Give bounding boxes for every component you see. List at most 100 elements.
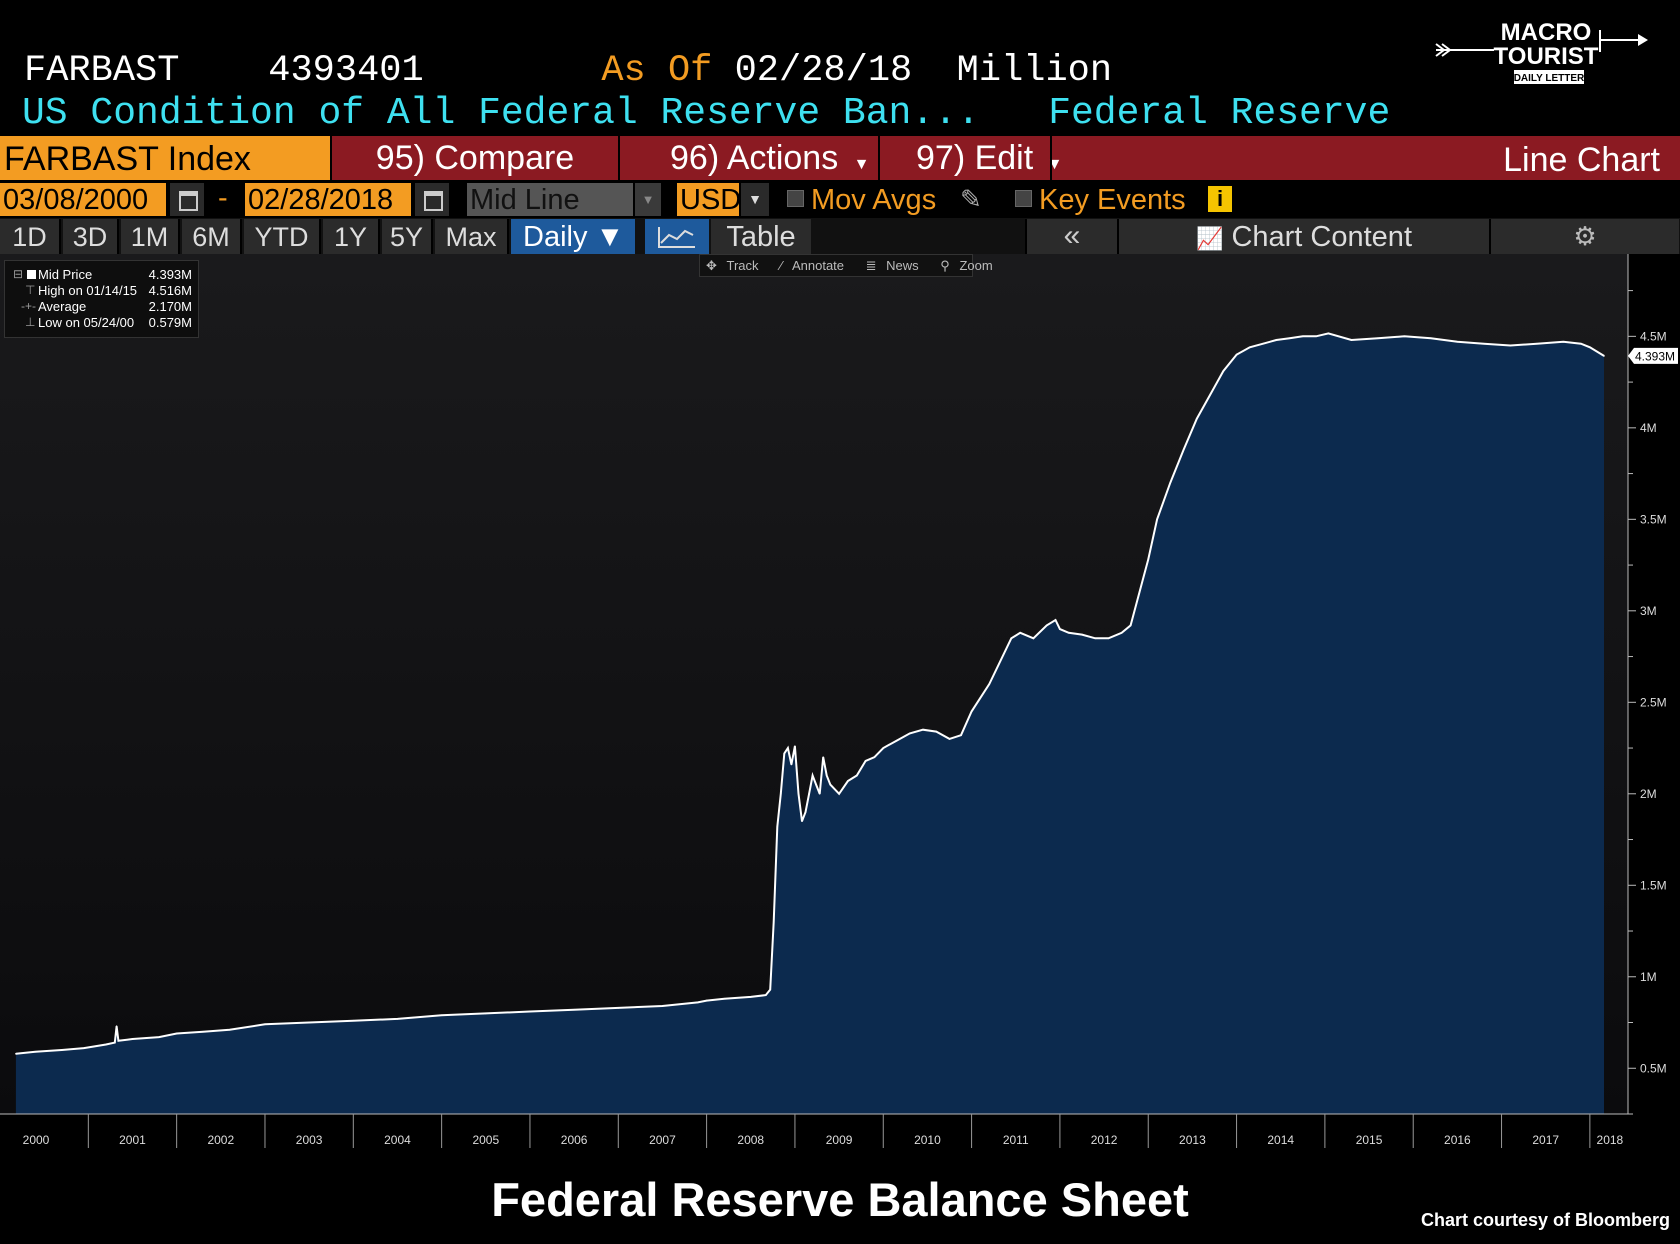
- data-point: [1483, 342, 1485, 345]
- data-point: [1536, 342, 1538, 345]
- data-point: [34, 1051, 37, 1053]
- data-point: [1032, 637, 1035, 640]
- data-point: [1019, 632, 1021, 634]
- key-events-checkbox[interactable]: [1015, 190, 1032, 207]
- as-of-date: 02/28/18: [734, 50, 913, 92]
- data-point: [1182, 449, 1185, 451]
- y-tick-label: 4.5M: [1640, 329, 1667, 343]
- data-point: [1262, 342, 1264, 345]
- chart-toolstrip: ✥ Track ⁄ Annotate ≣ News ⚲ Zoom: [699, 254, 993, 277]
- chart-content-label: Chart Content: [1231, 221, 1412, 253]
- data-point: [750, 996, 752, 998]
- compare-button[interactable]: 95) Compare: [330, 136, 618, 180]
- data-point: [1302, 335, 1304, 338]
- data-point: [202, 1030, 204, 1033]
- frequency-select[interactable]: Daily ▼: [511, 219, 635, 254]
- data-point: [1350, 339, 1353, 341]
- date-separator: -: [218, 182, 228, 214]
- x-tick-label: 2004: [384, 1133, 411, 1147]
- low-marker-icon: ⊥: [25, 315, 36, 329]
- collapse-tree-icon[interactable]: ⊟: [13, 267, 24, 281]
- data-point: [797, 793, 800, 795]
- data-point: [960, 734, 962, 736]
- data-point: [804, 811, 807, 813]
- data-point: [264, 1023, 266, 1026]
- track-tool[interactable]: ✥ Track: [706, 258, 759, 273]
- data-point: [114, 1041, 116, 1044]
- period-button-3d[interactable]: 3D: [63, 219, 119, 254]
- x-tick-label: 2002: [207, 1133, 234, 1147]
- collapse-icon[interactable]: «: [1025, 219, 1117, 254]
- data-point: [882, 747, 885, 749]
- period-button-5y[interactable]: 5Y: [382, 219, 433, 254]
- data-point: [818, 793, 821, 795]
- data-point: [801, 820, 803, 822]
- data-point: [1138, 591, 1141, 594]
- zoom-tool[interactable]: ⚲ Zoom: [940, 258, 993, 273]
- calendar-icon[interactable]: [170, 183, 204, 216]
- chart-content-icon: 📈: [1195, 226, 1224, 251]
- ticker-symbol: FARBAST: [24, 50, 180, 92]
- data-point: [228, 1029, 231, 1031]
- news-tool[interactable]: ≣ News: [865, 258, 919, 273]
- data-point: [847, 780, 849, 782]
- table-button[interactable]: Table: [711, 219, 811, 254]
- info-icon[interactable]: i: [1208, 186, 1232, 212]
- line-chart-icon[interactable]: [645, 219, 709, 254]
- balance-sheet-chart[interactable]: 0.5M 1M 1.5M 2M 2.5M 3M 3.5M 4M 4.5M 4.393M 2000 2…: [0, 254, 1680, 1154]
- period-button-max[interactable]: Max: [435, 219, 509, 254]
- dropdown-arrow-icon[interactable]: ▼: [741, 183, 769, 216]
- data-point: [573, 1008, 575, 1011]
- data-point: [158, 1036, 160, 1038]
- y-tick-label: 2.5M: [1640, 695, 1667, 709]
- period-button-6m[interactable]: 6M: [182, 219, 242, 254]
- x-tick-label: 2010: [914, 1133, 941, 1147]
- period-button-1y[interactable]: 1Y: [323, 219, 380, 254]
- x-tick-label: 2015: [1356, 1133, 1383, 1147]
- data-point: [1377, 337, 1379, 339]
- annotate-tool[interactable]: ⁄ Annotate: [780, 258, 845, 273]
- chart-type-label[interactable]: Line Chart: [1503, 141, 1660, 179]
- data-point: [1580, 342, 1582, 345]
- data-point: [131, 1038, 134, 1040]
- data-point: [829, 783, 832, 786]
- security-name: US Condition of All Federal Reserve Ban.…: [22, 92, 980, 135]
- annotate-label: Annotate: [791, 258, 845, 273]
- mov-avgs-checkbox[interactable]: [787, 190, 804, 207]
- edit-menu[interactable]: 97) Edit ▼: [878, 136, 1062, 180]
- data-point: [970, 710, 973, 713]
- data-point: [765, 994, 767, 996]
- logo-line3: DAILY LETTER: [1514, 73, 1585, 84]
- actions-menu[interactable]: 96) Actions ▼: [618, 136, 878, 180]
- price-type-select[interactable]: Mid Line: [467, 183, 633, 216]
- period-button-1m[interactable]: 1M: [121, 219, 180, 254]
- data-point: [856, 774, 858, 777]
- end-date-field[interactable]: 02/28/2018: [245, 183, 411, 216]
- period-button-ytd[interactable]: YTD: [244, 219, 321, 254]
- data-point: [1562, 341, 1565, 343]
- data-point: [838, 793, 840, 795]
- data-point: [1054, 619, 1057, 621]
- gear-icon[interactable]: ⚙: [1489, 219, 1679, 254]
- calendar-icon[interactable]: [415, 183, 449, 216]
- data-point: [1196, 417, 1198, 420]
- period-button-1d[interactable]: 1D: [0, 219, 61, 254]
- pencil-icon[interactable]: ✎: [960, 184, 982, 214]
- data-point: [1456, 341, 1459, 343]
- data-point: [769, 988, 771, 991]
- currency-select[interactable]: USD: [677, 183, 741, 216]
- data-point: [440, 1014, 443, 1016]
- actions-label: 96) Actions: [670, 139, 839, 177]
- x-tick-label: 2014: [1267, 1133, 1294, 1147]
- high-marker-icon: ⊤: [25, 283, 36, 297]
- x-tick-label: 2003: [296, 1133, 323, 1147]
- start-date-field[interactable]: 03/08/2000: [0, 183, 166, 216]
- dropdown-arrow-icon[interactable]: ▼: [635, 183, 661, 216]
- legend-mid-price: ⊟ Mid Price 4.393M: [5, 267, 198, 283]
- series-area: [15, 333, 1604, 1114]
- line-chart-glyph: [658, 227, 695, 248]
- ticker-index-box[interactable]: FARBAST Index: [0, 136, 330, 180]
- chart-content-button[interactable]: 📈 Chart Content: [1117, 219, 1489, 254]
- data-point: [1509, 344, 1512, 347]
- x-tick-label: 2007: [649, 1133, 676, 1147]
